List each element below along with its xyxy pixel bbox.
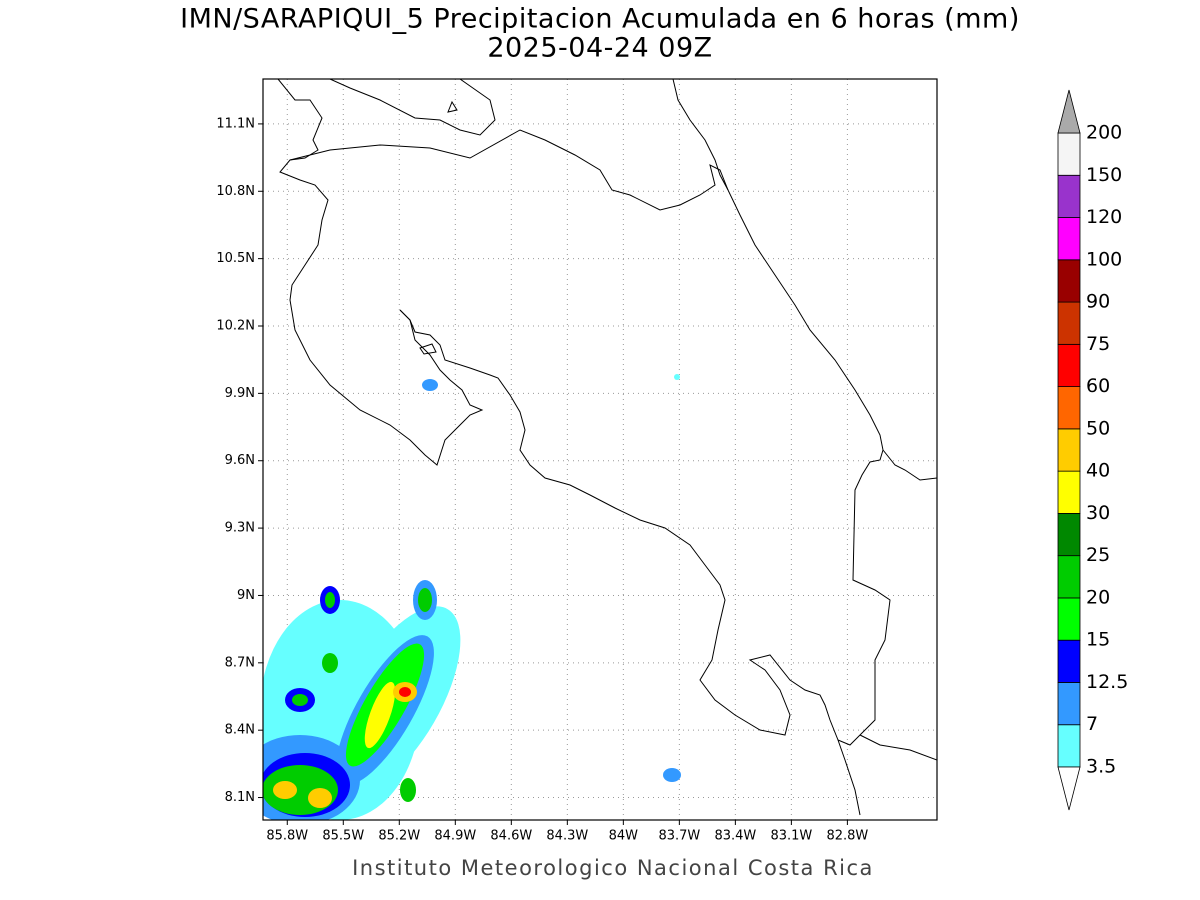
y-tick-label: 10.8N — [216, 184, 255, 199]
x-tick-label: 84.3W — [546, 829, 588, 844]
colorbar-box — [1057, 639, 1081, 683]
colorbar-label: 100 — [1086, 248, 1122, 270]
x-tick-label: 85.8W — [266, 829, 308, 844]
colorbar-box — [1057, 555, 1081, 599]
colorbar-box — [1057, 682, 1081, 726]
colorbar-box — [1057, 470, 1081, 514]
colorbar-box — [1057, 597, 1081, 641]
colorbar-label: 12.5 — [1086, 671, 1128, 693]
coastlines — [277, 79, 937, 816]
y-tick-label: 10.2N — [216, 319, 255, 334]
colorbar-label: 40 — [1086, 460, 1110, 482]
y-tick-label: 9.9N — [225, 386, 255, 401]
colorbar-box — [1057, 513, 1081, 557]
x-tick-label: 84.6W — [490, 829, 532, 844]
y-tick-label: 9N — [237, 588, 255, 603]
y-tick-label: 10.5N — [216, 251, 255, 266]
colorbar-label: 90 — [1086, 291, 1110, 313]
colorbar-box — [1057, 217, 1081, 261]
y-tick-label: 8.1N — [225, 790, 255, 805]
x-tick-label: 83.7W — [658, 829, 700, 844]
x-tick-label: 84W — [609, 829, 639, 844]
colorbar-label: 200 — [1086, 122, 1122, 144]
precipitation-field — [263, 374, 681, 820]
colorbar-box — [1057, 724, 1081, 768]
colorbar-box — [1057, 132, 1081, 176]
subtitle: 2025-04-24 09Z — [487, 33, 712, 64]
grid — [263, 79, 937, 820]
x-tick-label: 83.4W — [714, 829, 756, 844]
x-tick-label: 83.1W — [770, 829, 812, 844]
colorbar: 3.5 7 12.5 15 20 25 30 40 50 60 75 90 100 120 150 200 — [1057, 89, 1128, 811]
x-tick-label: 85.2W — [378, 829, 420, 844]
colorbar-label: 7 — [1086, 713, 1098, 735]
colorbar-box — [1057, 428, 1081, 472]
colorbar-label: 150 — [1086, 164, 1122, 186]
colorbar-label: 20 — [1086, 586, 1110, 608]
colorbar-label: 75 — [1086, 333, 1110, 355]
colorbar-label: 3.5 — [1086, 756, 1116, 778]
y-tick-label: 11.1N — [216, 116, 255, 131]
x-tick-label: 82.8W — [826, 829, 868, 844]
axes: 85.8W 85.5W 85.2W 84.9W 84.6W 84.3W 84W 83.7W 83… — [216, 116, 868, 843]
colorbar-box — [1057, 259, 1081, 303]
y-tick-label: 8.4N — [225, 723, 255, 738]
map-frame — [262, 78, 938, 821]
y-tick-label: 9.3N — [225, 521, 255, 536]
colorbar-box — [1057, 386, 1081, 430]
y-tick-label: 9.6N — [225, 453, 255, 468]
x-tick-label: 85.5W — [322, 829, 364, 844]
colorbar-box — [1057, 174, 1081, 218]
colorbar-label: 15 — [1086, 629, 1110, 651]
colorbar-under — [1057, 766, 1081, 811]
colorbar-box — [1057, 343, 1081, 388]
colorbar-label: 120 — [1086, 206, 1122, 228]
title: IMN/SARAPIQUI_5 Precipitacion Acumulada … — [180, 4, 1020, 35]
colorbar-label: 60 — [1086, 375, 1110, 397]
colorbar-label: 25 — [1086, 544, 1110, 566]
colorbar-box — [1057, 301, 1081, 345]
colorbar-label: 50 — [1086, 417, 1110, 439]
footer: Instituto Meteorologico Nacional Costa R… — [352, 856, 874, 880]
y-tick-label: 8.7N — [225, 655, 255, 670]
colorbar-label: 30 — [1086, 502, 1110, 524]
colorbar-over — [1057, 89, 1081, 134]
x-tick-label: 84.9W — [434, 829, 476, 844]
